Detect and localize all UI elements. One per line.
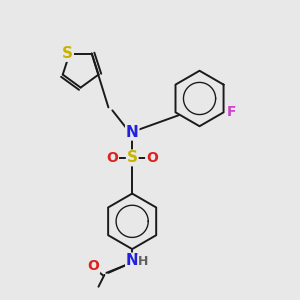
- Text: O: O: [88, 259, 100, 273]
- Text: O: O: [88, 259, 100, 273]
- Text: N: N: [126, 125, 139, 140]
- Text: F: F: [227, 105, 236, 119]
- Text: O: O: [106, 151, 118, 165]
- Text: O: O: [146, 151, 158, 165]
- Text: H: H: [138, 256, 148, 268]
- Text: N: N: [126, 125, 139, 140]
- Text: S: S: [127, 150, 138, 165]
- Text: S: S: [127, 150, 138, 165]
- Text: H: H: [138, 256, 148, 268]
- Text: O: O: [146, 151, 158, 165]
- Text: O: O: [106, 151, 118, 165]
- Text: N: N: [126, 254, 139, 268]
- Text: F: F: [227, 105, 236, 119]
- Text: N: N: [126, 254, 139, 268]
- Text: S: S: [62, 46, 73, 61]
- Text: S: S: [62, 46, 73, 61]
